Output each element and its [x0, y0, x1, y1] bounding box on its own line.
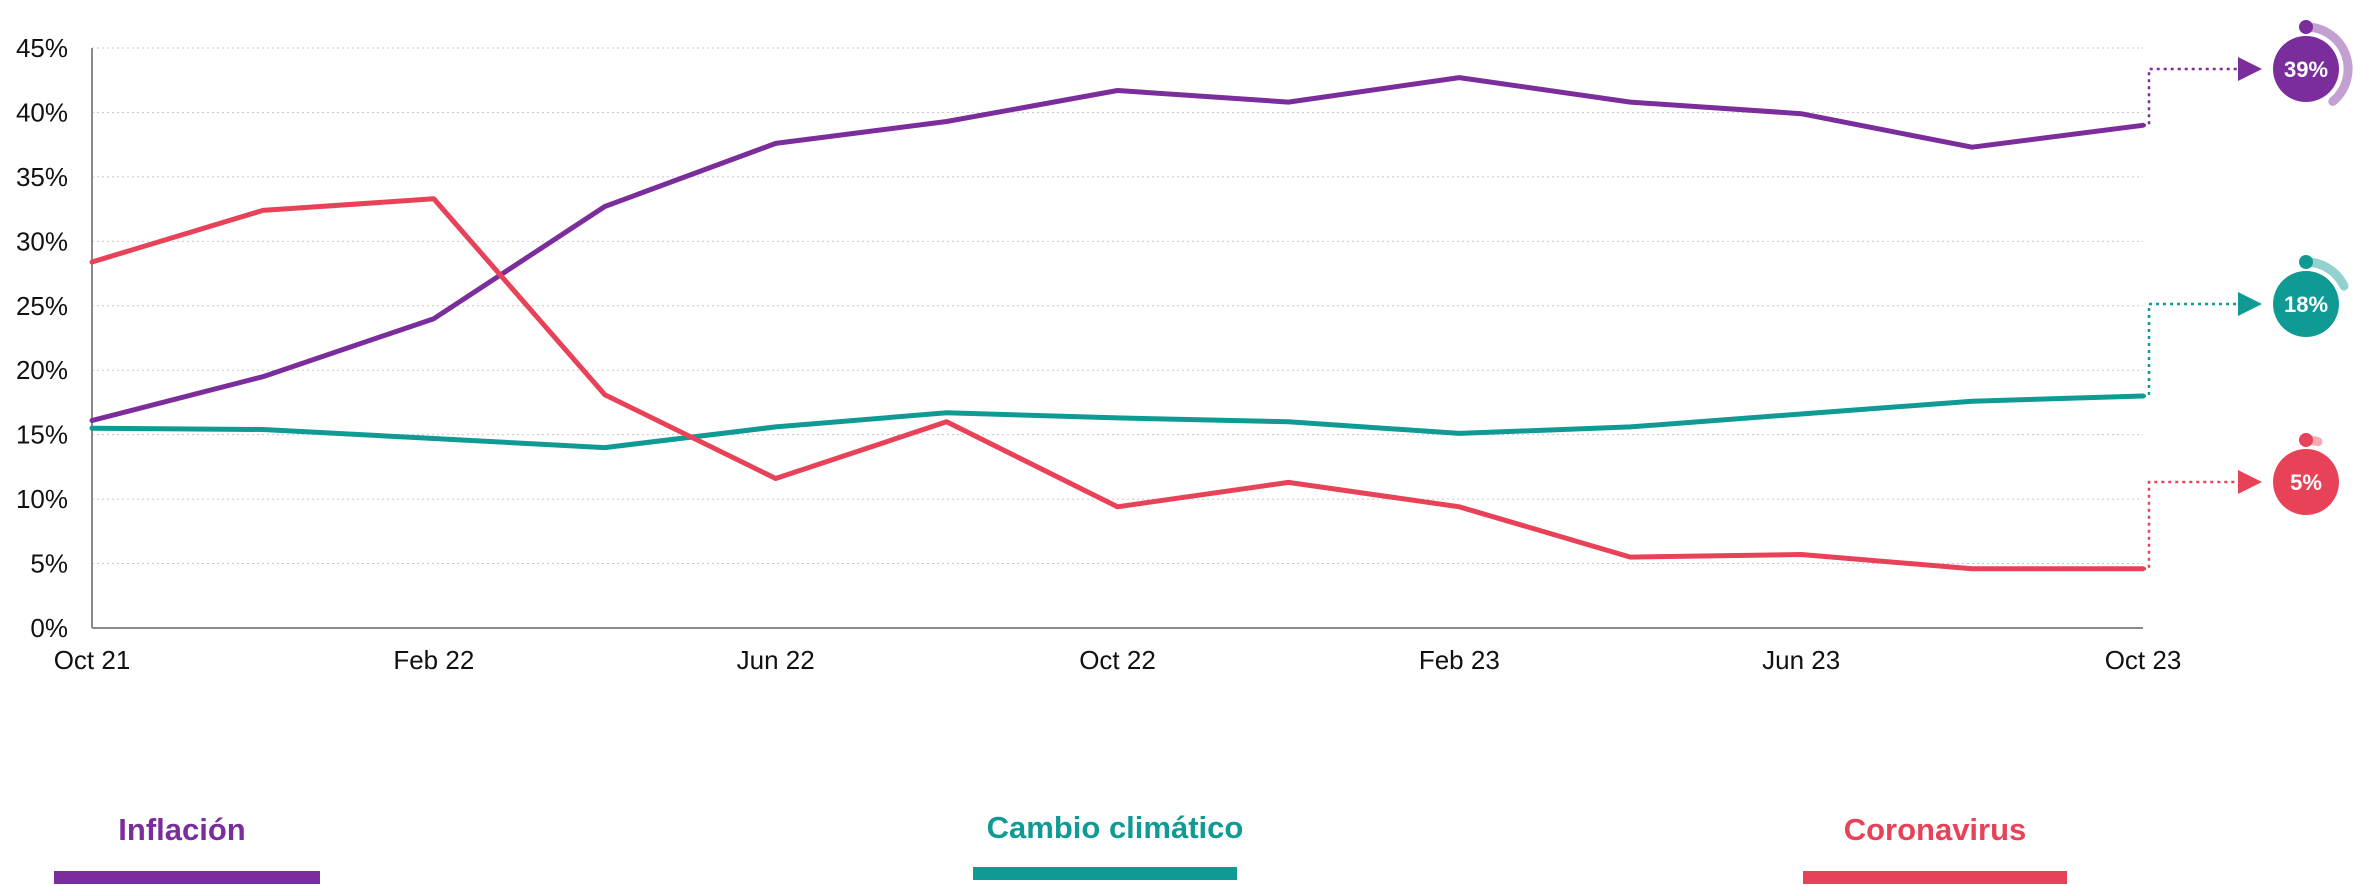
- x-tick-label: Oct 21: [54, 645, 131, 675]
- x-tick-label: Oct 22: [1079, 645, 1156, 675]
- y-tick-label: 30%: [16, 226, 68, 256]
- legend-swatch: [1803, 871, 2067, 884]
- progress-ring-dot: [2299, 433, 2313, 447]
- callout-arrowhead: [2238, 57, 2262, 81]
- series-line-0: [89, 75, 2146, 423]
- series-lines: [89, 75, 2146, 572]
- y-tick-label: 15%: [16, 420, 68, 450]
- callout-arrowhead: [2238, 292, 2262, 316]
- progress-ring: [2301, 22, 2353, 106]
- value-bubble: [2273, 271, 2339, 337]
- progress-ring-dot: [2299, 255, 2313, 269]
- x-tick-label: Oct 23: [2105, 645, 2182, 675]
- legend-swatch: [973, 867, 1237, 880]
- y-tick-label: 20%: [16, 355, 68, 385]
- legend-label: Inflación: [118, 812, 246, 847]
- callout-connector: [2143, 67, 2240, 127]
- y-tick-label: 35%: [16, 162, 68, 192]
- end-value-label: 18%: [2284, 292, 2328, 317]
- y-tick-label: 25%: [16, 291, 68, 321]
- y-tick-label: 45%: [16, 33, 68, 63]
- x-axis-tick-labels: Oct 21 Feb 22 Jun 22 Oct 22 Feb 23 Jun 23 Oct …: [54, 645, 2182, 675]
- y-tick-label: 5%: [30, 549, 68, 579]
- y-tick-label: 40%: [16, 97, 68, 127]
- series-line-2: [89, 196, 2146, 572]
- x-tick-label: Feb 22: [393, 645, 474, 675]
- gridlines: [92, 47, 2143, 565]
- value-bubble: [2273, 36, 2339, 102]
- y-axis-tick-labels: 0% 5% 10% 15% 20% 25% 30% 35% 40% 45%: [16, 33, 68, 643]
- end-value-label: 39%: [2284, 57, 2328, 82]
- value-bubble: [2273, 449, 2339, 515]
- series-line-1: [89, 393, 2146, 451]
- legend-label: Coronavirus: [1843, 812, 2027, 847]
- x-tick-label: Jun 22: [737, 645, 815, 675]
- x-tick-label: Jun 23: [1762, 645, 1840, 675]
- callout-connector: [2143, 480, 2240, 570]
- legend-label: Cambio climático: [986, 810, 1244, 845]
- end-value-callouts: 39% 18% 5%: [2143, 20, 2353, 570]
- callout-connector: [2143, 302, 2240, 398]
- progress-ring-dot: [2299, 20, 2313, 34]
- end-value-label: 5%: [2290, 470, 2322, 495]
- callout-arrowhead: [2238, 470, 2262, 494]
- legend-swatch: [54, 871, 320, 884]
- y-tick-label: 10%: [16, 484, 68, 514]
- x-tick-label: Feb 23: [1419, 645, 1500, 675]
- y-tick-label: 0%: [30, 613, 68, 643]
- axes: [91, 48, 2143, 629]
